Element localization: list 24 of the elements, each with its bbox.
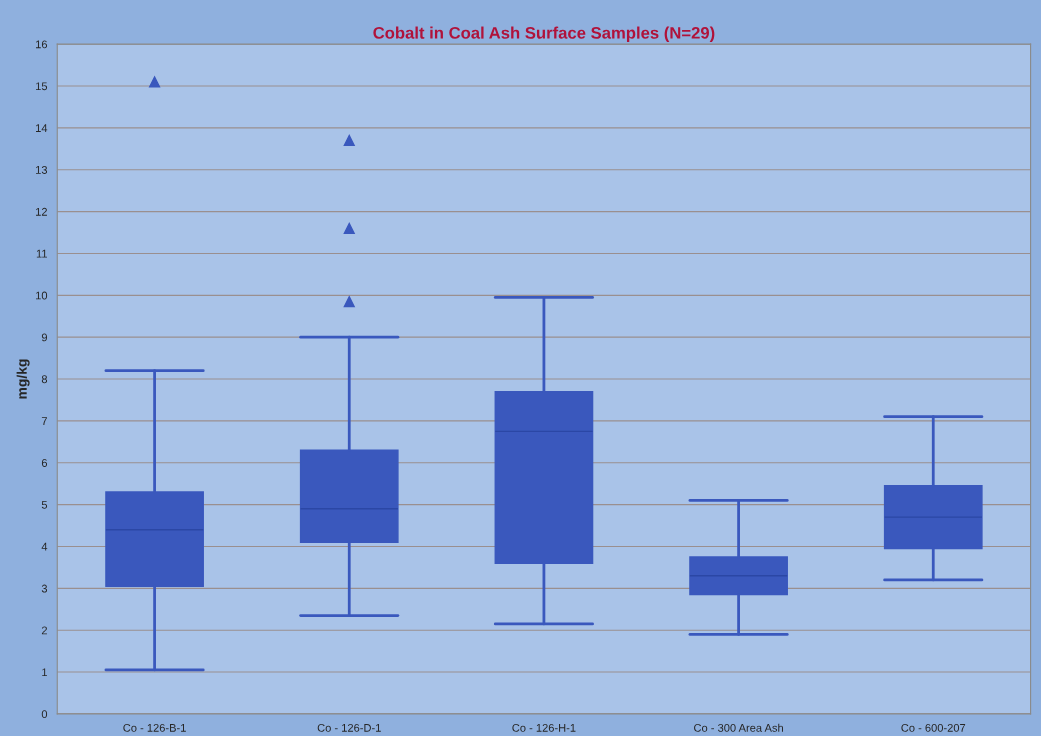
y-tick-label: 15	[36, 82, 48, 91]
y-tick-label: 13	[36, 166, 48, 174]
x-tick-label: Co - 126-B-1	[123, 723, 186, 732]
y-tick-label: 2	[41, 626, 47, 635]
y-tick-label: 1	[42, 668, 47, 677]
y-axis-title: mg/kg	[16, 359, 30, 399]
chart-title: Cobalt in Coal Ash Surface Samples (N=29)	[373, 26, 715, 43]
x-tick-label: Co - 126-H-1	[512, 723, 576, 732]
y-tick-label: 16	[36, 40, 48, 49]
y-tick-label: 7	[41, 417, 47, 425]
x-tick-label: Co - 300 Area Ash	[694, 723, 783, 732]
y-tick-label: 8	[41, 375, 48, 384]
y-tick-label: 0	[41, 710, 48, 719]
y-tick-label: 10	[36, 291, 48, 300]
y-tick-label: 14	[36, 124, 48, 132]
y-tick-label: 3	[41, 584, 48, 593]
x-tick-label: Co - 126-D-1	[317, 723, 381, 732]
y-tick-label: 9	[41, 333, 48, 342]
y-tick-label: 12	[36, 207, 47, 216]
y-tick-label: 6	[41, 459, 48, 467]
y-tick-label: 11	[36, 249, 47, 258]
x-tick-label: Co - 600-207	[901, 723, 966, 732]
y-tick-label: 4	[41, 542, 48, 551]
y-tick-label: 5	[41, 501, 48, 509]
